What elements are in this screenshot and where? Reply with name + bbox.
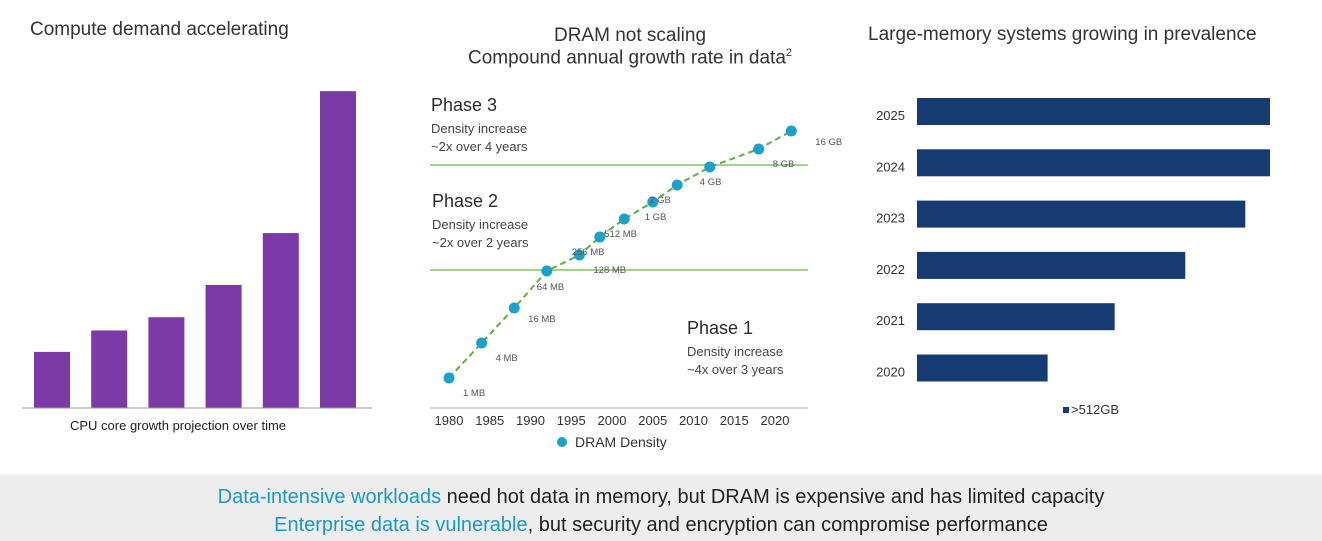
dram-point-label: 16 MB — [528, 314, 555, 325]
dram-trend-line — [448, 130, 792, 379]
memory-year-label: 2025 — [876, 108, 905, 123]
dram-legend-marker — [557, 437, 567, 447]
memory-legend-label: >512GB — [1071, 402, 1119, 417]
dram-point — [704, 161, 716, 173]
cpu-x-label: CPU core growth projection over time — [70, 418, 286, 433]
memory-bar — [917, 251, 1186, 279]
dram-x-tick: 2010 — [679, 413, 708, 428]
phase-description: Density increase — [431, 121, 527, 136]
footer-line-1: Data-intensive workloads need hot data i… — [0, 483, 1322, 511]
dram-point — [647, 196, 659, 208]
cpu-bar — [34, 351, 70, 408]
footer-line-2: Enterprise data is vulnerable, but secur… — [0, 511, 1322, 539]
phase-description: ~2x over 2 years — [432, 235, 529, 250]
dram-x-tick: 2015 — [720, 413, 749, 428]
dram-subtitle: Compound annual growth rate in data2 — [0, 47, 1260, 69]
phase-title: Phase 1 — [687, 318, 753, 338]
footer-highlight-1: Data-intensive workloads — [217, 486, 442, 508]
dram-title: DRAM not scaling Compound annual growth … — [0, 25, 1260, 69]
dram-point — [443, 372, 455, 384]
footer-highlight-2: Enterprise data is vulnerable — [274, 514, 528, 536]
dram-subtitle-text: Compound annual growth rate in data — [467, 47, 786, 69]
dram-x-tick: 1990 — [516, 413, 545, 428]
cpu-bar — [262, 233, 299, 408]
dram-point-label: 512 MB — [604, 229, 637, 240]
dram-point-label: 256 MB — [572, 247, 605, 258]
dram-point — [476, 337, 488, 349]
phase-title: Phase 3 — [431, 95, 497, 115]
dram-point-label: 8 GB — [773, 159, 795, 170]
dram-point-label: 16 GB — [815, 137, 842, 148]
dram-point-label: 2 GB — [649, 195, 671, 206]
cpu-bar — [91, 330, 128, 408]
phase-description: ~2x over 4 years — [431, 139, 528, 154]
footer-banner: Data-intensive workloads need hot data i… — [0, 475, 1322, 541]
cpu-bar — [148, 317, 185, 408]
dram-point — [541, 265, 553, 277]
cpu-bar — [205, 284, 242, 408]
memory-year-label: 2024 — [876, 159, 905, 174]
phase-description: ~4x over 3 years — [687, 362, 784, 377]
dram-point — [785, 125, 797, 137]
phase-description: Density increase — [687, 344, 783, 359]
dram-point — [594, 231, 606, 243]
dram-x-tick: 2000 — [598, 413, 627, 428]
dram-x-tick: 1980 — [435, 413, 464, 428]
dram-point-label: 4 GB — [700, 177, 722, 188]
phase-title: Phase 2 — [432, 191, 498, 211]
dram-x-tick: 2020 — [761, 413, 790, 428]
memory-legend-marker — [1063, 407, 1069, 413]
memory-year-label: 2022 — [876, 262, 905, 277]
memory-bar — [917, 354, 1048, 382]
dram-point — [618, 213, 630, 225]
memory-bar — [917, 200, 1246, 228]
dram-point-label: 1 MB — [463, 388, 485, 399]
dram-x-tick: 1985 — [475, 413, 504, 428]
charts-canvas: CPU core growth projection over time 1 MB… — [22, 91, 1270, 450]
dram-legend-label: DRAM Density — [575, 434, 667, 450]
dram-point — [508, 302, 520, 314]
memory-bar — [917, 303, 1115, 331]
dram-point — [671, 179, 683, 191]
memory-bar — [917, 149, 1270, 177]
dram-x-tick: 1995 — [557, 413, 586, 428]
dram-point-label: 128 MB — [593, 265, 626, 276]
large-memory-title: Large-memory systems growing in prevalen… — [868, 24, 1257, 45]
dram-point-label: 1 GB — [645, 212, 667, 223]
dram-title-main: DRAM not scaling — [553, 25, 707, 46]
dram-point — [753, 143, 765, 155]
memory-year-label: 2020 — [876, 365, 905, 380]
memory-year-label: 2021 — [876, 313, 905, 328]
phase-description: Density increase — [432, 217, 528, 232]
dram-point-label: 4 MB — [496, 353, 518, 364]
dram-subtitle-footnote: 2 — [785, 47, 793, 59]
dram-point — [573, 249, 585, 261]
cpu-bar — [320, 91, 356, 408]
dram-x-tick: 2005 — [638, 413, 667, 428]
footer-text-1: need hot data in memory, but DRAM is exp… — [441, 486, 1105, 508]
footer-text-2: , but security and encryption can compro… — [527, 514, 1048, 536]
memory-year-label: 2023 — [876, 211, 905, 226]
dram-point-label: 64 MB — [537, 282, 564, 293]
memory-bar — [917, 98, 1270, 125]
compute-demand-title: Compute demand accelerating — [30, 19, 289, 40]
